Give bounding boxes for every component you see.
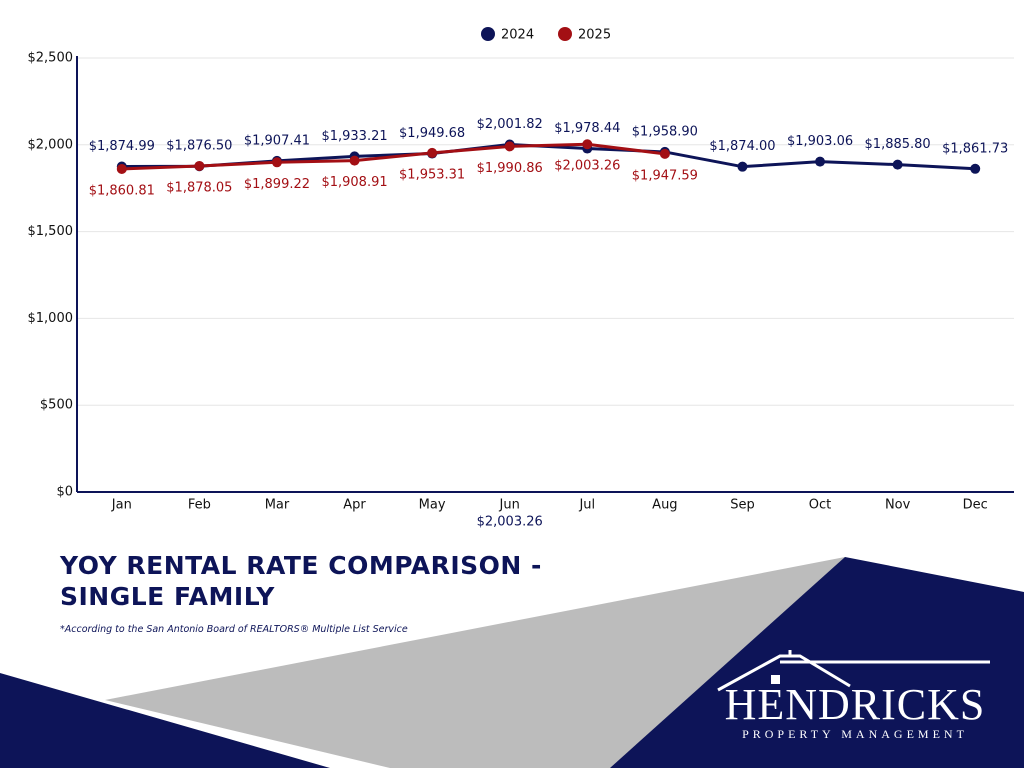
data-label: $1,874.99: [89, 139, 155, 154]
x-tick-label: Mar: [265, 498, 290, 513]
data-label: $1,949.68: [399, 126, 465, 141]
legend-label: 2025: [578, 28, 611, 43]
data-point: [271, 157, 282, 168]
x-tick-label: Apr: [343, 498, 366, 513]
x-tick-label: Oct: [809, 498, 831, 513]
data-label: $1,860.81: [89, 183, 155, 198]
y-tick-label: $1,500: [28, 224, 74, 239]
logo-window: [771, 675, 780, 684]
data-point: [815, 156, 826, 167]
x-tick-label: Jan: [111, 498, 132, 513]
x-tick-label: Jul: [578, 498, 595, 513]
data-label: $1,907.41: [244, 133, 310, 148]
y-tick-label: $0: [56, 485, 73, 500]
data-point: [194, 160, 205, 171]
data-label: $1,908.91: [321, 175, 387, 190]
data-label: $1,878.05: [166, 180, 232, 195]
data-label: $1,876.50: [166, 139, 232, 154]
data-point: [116, 163, 127, 174]
data-point: [504, 141, 515, 152]
data-label: $1,958.90: [632, 124, 698, 139]
chart-title: YOY RENTAL RATE COMPARISON - SINGLE FAMI…: [60, 551, 542, 611]
data-label: $1,899.22: [244, 177, 310, 192]
data-point: [349, 155, 360, 166]
y-tick-label: $500: [40, 398, 73, 413]
data-label: $1,953.31: [399, 167, 465, 182]
chart: $0 $500 $1,000 $1,500 $2,000 $2,500 Jan Feb Mar A…: [28, 27, 1014, 530]
logo-house: [717, 650, 990, 692]
data-point: [659, 148, 670, 159]
data-point: [427, 147, 438, 158]
data-label: $1,947.59: [632, 168, 698, 183]
logo-tagline: PROPERTY MANAGEMENT: [742, 727, 968, 741]
data-label: $1,978.44: [554, 121, 620, 136]
data-label: $1,861.73: [942, 141, 1008, 156]
y-tick-label: $2,500: [28, 51, 74, 66]
data-point: [892, 159, 903, 170]
x-tick-label: May: [419, 498, 446, 513]
data-point: [582, 139, 593, 150]
annotation: $2,003.26: [477, 515, 543, 530]
data-point: [737, 161, 748, 172]
y-tick-label: $1,000: [28, 311, 74, 326]
data-label: $2,003.26: [554, 159, 620, 174]
data-label: $1,903.06: [787, 134, 853, 149]
x-tick-label: Dec: [963, 498, 988, 513]
x-tick-label: Nov: [885, 498, 911, 513]
data-label: $2,001.82: [477, 117, 543, 132]
x-tick-label: Sep: [730, 498, 755, 513]
logo-name: HENDRICKS: [725, 680, 986, 729]
footnote: *According to the San Antonio Board of R…: [60, 624, 408, 635]
data-label: $1,933.21: [321, 129, 387, 144]
y-tick-label: $2,000: [28, 137, 74, 152]
x-tick-label: Aug: [652, 498, 677, 513]
legend-label: 2024: [501, 28, 534, 43]
navy-shape: [0, 673, 330, 768]
data-label: $1,874.00: [709, 139, 775, 154]
series-line: [121, 142, 666, 171]
x-tick-label: Feb: [188, 498, 211, 513]
x-tick-label: Jun: [499, 498, 520, 513]
data-point: [970, 163, 981, 174]
data-label: $1,885.80: [865, 137, 931, 152]
legend-swatch: [481, 27, 495, 41]
legend-swatch: [558, 27, 572, 41]
data-label: $1,990.86: [477, 161, 543, 176]
gray-shape: [105, 557, 845, 768]
